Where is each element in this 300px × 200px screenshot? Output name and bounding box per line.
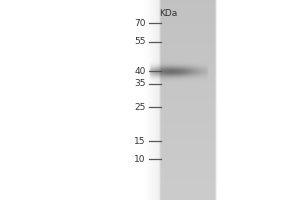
Text: 35: 35 [134,79,146,88]
Text: 15: 15 [134,136,146,146]
Text: KDa: KDa [159,9,177,18]
Text: 55: 55 [134,38,146,46]
Text: 70: 70 [134,19,146,27]
Text: 10: 10 [134,154,146,164]
Text: 40: 40 [134,66,146,75]
Text: 25: 25 [134,102,146,112]
